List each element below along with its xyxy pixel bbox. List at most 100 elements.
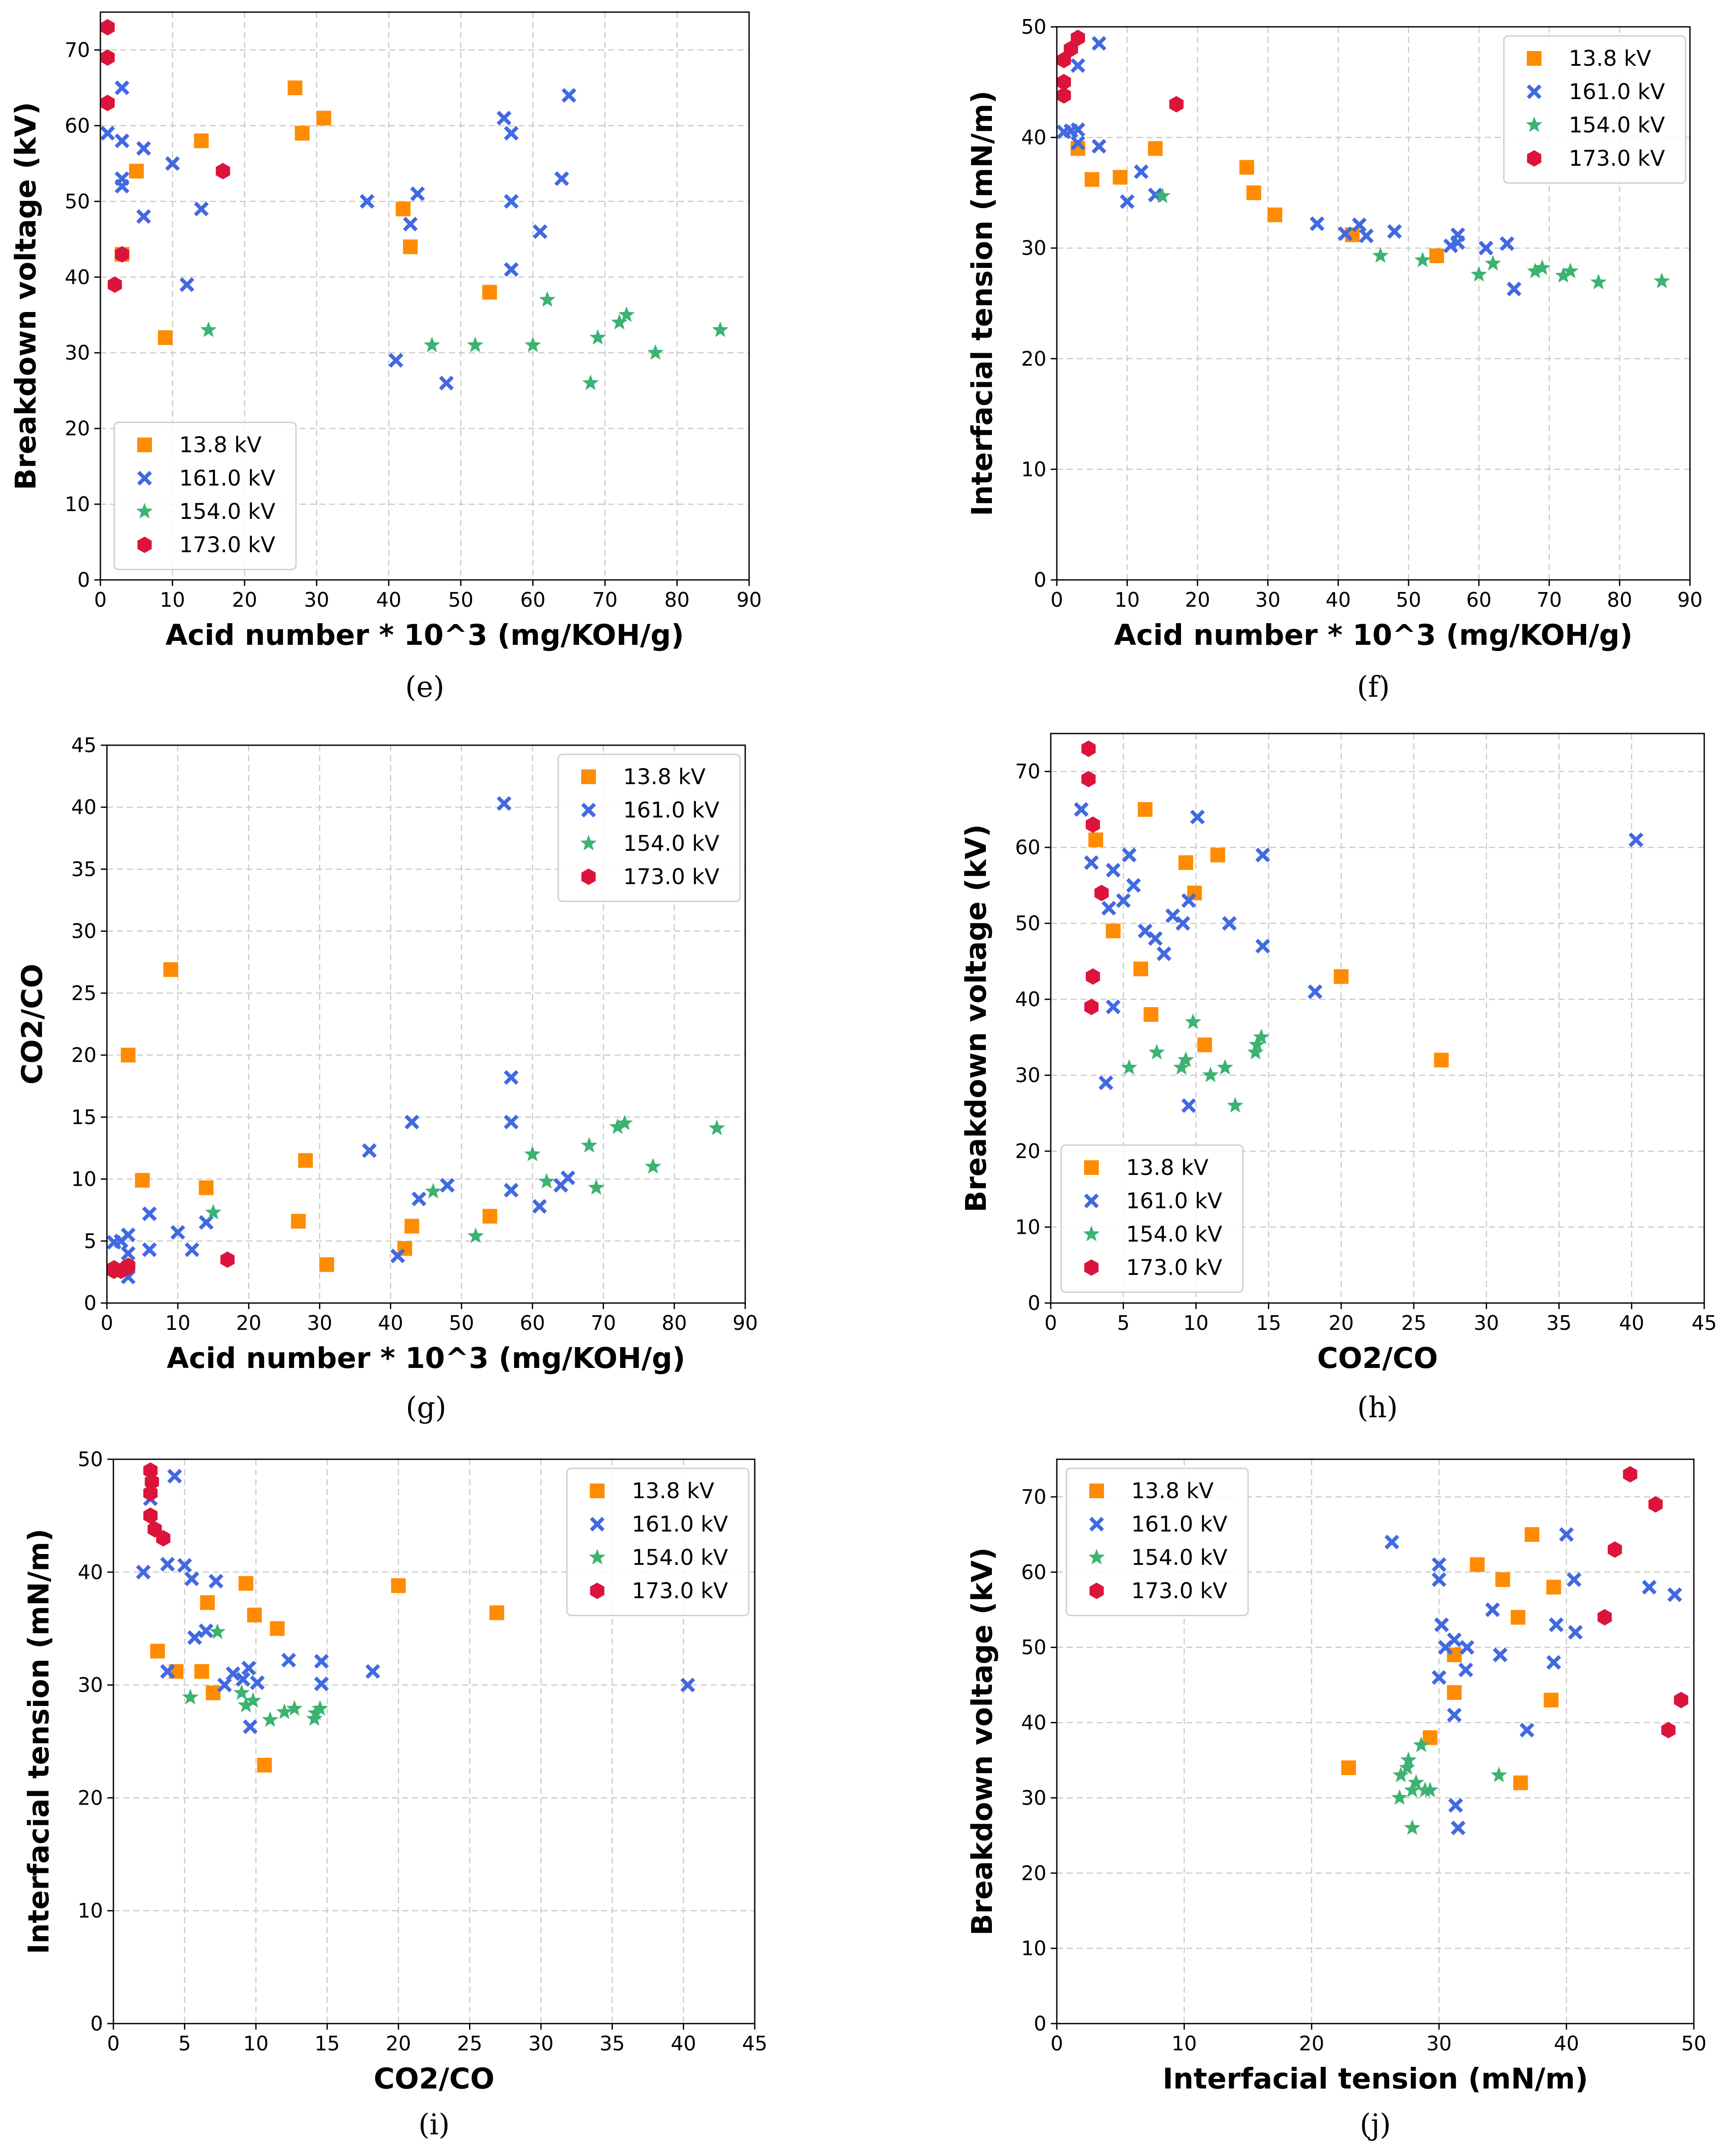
data-point-13-8-kv bbox=[1447, 1685, 1462, 1700]
data-point-173-0-kv bbox=[143, 1507, 158, 1524]
data-point-173-0-kv bbox=[1056, 74, 1071, 90]
y-tick-label: 20 bbox=[1015, 1139, 1040, 1163]
data-point-154-0-kv bbox=[467, 336, 484, 352]
x-tick-label: 20 bbox=[386, 2032, 411, 2055]
data-point-13-8-kv bbox=[1113, 170, 1128, 185]
data-point-13-8-kv bbox=[194, 133, 209, 148]
legend-label: 154.0 kV bbox=[632, 1545, 728, 1570]
data-point-161-0-kv bbox=[225, 1666, 241, 1681]
data-point-154-0-kv bbox=[205, 1203, 222, 1220]
data-point-154-0-kv bbox=[1227, 1097, 1244, 1113]
y-axis-label: Breakdown voltage (kV) bbox=[9, 102, 42, 490]
data-point-161-0-kv bbox=[115, 80, 129, 95]
data-point-173-0-kv bbox=[216, 163, 230, 180]
data-point-161-0-kv bbox=[136, 141, 151, 156]
data-point-173-0-kv bbox=[107, 276, 122, 293]
data-point-161-0-kv bbox=[1458, 1662, 1473, 1677]
data-point-161-0-kv bbox=[1181, 1098, 1196, 1113]
data-point-154-0-kv bbox=[200, 321, 217, 337]
data-point-13-8-kv bbox=[1197, 1037, 1212, 1052]
data-point-161-0-kv bbox=[680, 1677, 695, 1693]
panel-label: (h) bbox=[1357, 1391, 1398, 1424]
data-point-154-0-kv bbox=[1555, 267, 1572, 283]
data-point-161-0-kv bbox=[314, 1677, 329, 1691]
data-point-161-0-kv bbox=[1190, 810, 1205, 824]
data-point-154-0-kv bbox=[1392, 1767, 1409, 1783]
data-point-161-0-kv bbox=[504, 1114, 519, 1129]
y-tick-label: 40 bbox=[1015, 988, 1040, 1011]
data-point-154-0-kv bbox=[1372, 247, 1389, 263]
y-tick-label: 70 bbox=[64, 38, 90, 61]
data-point-161-0-kv bbox=[1175, 916, 1191, 931]
chart-panel-g: 0 10 20 30 40 50 60 70 80 90 0 5 10 15 20 25 30 35 40 45 Aci… bbox=[16, 734, 758, 1424]
legend-marker bbox=[581, 769, 596, 784]
data-point-154-0-kv bbox=[1184, 1013, 1201, 1029]
data-point-173-0-kv bbox=[100, 94, 115, 111]
x-tick-label: 30 bbox=[307, 1311, 332, 1335]
x-tick-label: 5 bbox=[178, 2032, 191, 2055]
data-point-161-0-kv bbox=[217, 1677, 232, 1693]
data-point-161-0-kv bbox=[235, 1672, 251, 1687]
x-tick-label: 35 bbox=[599, 2032, 625, 2055]
data-point-154-0-kv bbox=[1422, 1782, 1439, 1798]
data-point-173-0-kv bbox=[1071, 29, 1085, 46]
legend-marker bbox=[1089, 1517, 1104, 1532]
legend-marker bbox=[1084, 1194, 1099, 1208]
data-point-154-0-kv bbox=[182, 1689, 199, 1705]
data-point-154-0-kv bbox=[238, 1696, 254, 1712]
data-point-161-0-kv bbox=[1667, 1587, 1682, 1602]
data-point-161-0-kv bbox=[243, 1719, 258, 1734]
data-point-13-8-kv bbox=[1510, 1610, 1525, 1625]
data-point-154-0-kv bbox=[1202, 1066, 1219, 1082]
y-tick-label: 50 bbox=[1021, 1636, 1046, 1659]
data-point-13-8-kv bbox=[270, 1621, 285, 1636]
y-tick-label: 30 bbox=[1021, 236, 1046, 260]
data-point-161-0-kv bbox=[1447, 1708, 1462, 1723]
data-point-154-0-kv bbox=[611, 314, 628, 330]
data-point-161-0-kv bbox=[1451, 1820, 1466, 1835]
x-tick-label: 80 bbox=[1607, 588, 1632, 611]
legend-marker bbox=[1527, 150, 1542, 167]
data-point-154-0-kv bbox=[581, 1137, 598, 1153]
chart-panel-j: 0 10 20 30 40 50 0 10 20 30 40 50 60 70 Interfacial te… bbox=[965, 1458, 1706, 2141]
data-point-154-0-kv bbox=[539, 291, 556, 307]
plot-frame bbox=[1056, 1458, 1695, 2024]
data-point-154-0-kv bbox=[712, 321, 729, 337]
data-point-161-0-kv bbox=[1448, 1798, 1463, 1813]
data-point-173-0-kv bbox=[143, 1485, 158, 1502]
legend-marker bbox=[590, 1483, 605, 1498]
legend-label: 13.8 kV bbox=[623, 764, 705, 789]
data-point-161-0-kv bbox=[199, 1623, 214, 1638]
legend-label: 154.0 kV bbox=[1131, 1545, 1227, 1570]
data-point-154-0-kv bbox=[1249, 1036, 1265, 1052]
x-tick-label: 20 bbox=[1329, 1311, 1354, 1335]
y-tick-label: 0 bbox=[1028, 1291, 1040, 1315]
y-tick-label: 60 bbox=[1021, 1561, 1046, 1584]
data-point-161-0-kv bbox=[281, 1653, 296, 1668]
data-point-161-0-kv bbox=[532, 1199, 547, 1214]
data-point-13-8-kv bbox=[1341, 1760, 1356, 1775]
data-point-161-0-kv bbox=[165, 156, 180, 171]
x-tick-label: 40 bbox=[378, 1311, 403, 1335]
x-tick-label: 90 bbox=[737, 588, 762, 611]
data-point-161-0-kv bbox=[1156, 946, 1171, 961]
legend-marker bbox=[590, 1517, 605, 1532]
x-tick-label: 0 bbox=[1050, 588, 1063, 611]
data-point-173-0-kv bbox=[1608, 1541, 1622, 1558]
data-point-161-0-kv bbox=[1222, 916, 1237, 931]
x-tick-label: 20 bbox=[1299, 2032, 1325, 2055]
chart-panel-h: 0 5 10 15 20 25 30 35 40 45 0 10 20 30 40 50 60 70 CO2/CO B… bbox=[959, 733, 1717, 1424]
data-point-161-0-kv bbox=[1493, 1648, 1508, 1663]
data-point-154-0-kv bbox=[1217, 1059, 1233, 1075]
x-axis-label: CO2/CO bbox=[1317, 1342, 1438, 1375]
data-point-154-0-kv bbox=[1247, 1044, 1264, 1060]
data-point-161-0-kv bbox=[561, 88, 576, 103]
x-tick-label: 30 bbox=[1255, 588, 1281, 611]
y-tick-label: 20 bbox=[77, 1786, 103, 1809]
data-point-13-8-kv bbox=[135, 1173, 150, 1188]
data-point-13-8-kv bbox=[238, 1576, 254, 1591]
data-point-173-0-kv bbox=[156, 1530, 171, 1547]
data-point-154-0-kv bbox=[424, 336, 441, 352]
legend-label: 173.0 kV bbox=[1126, 1255, 1222, 1280]
data-point-13-8-kv bbox=[316, 110, 331, 125]
